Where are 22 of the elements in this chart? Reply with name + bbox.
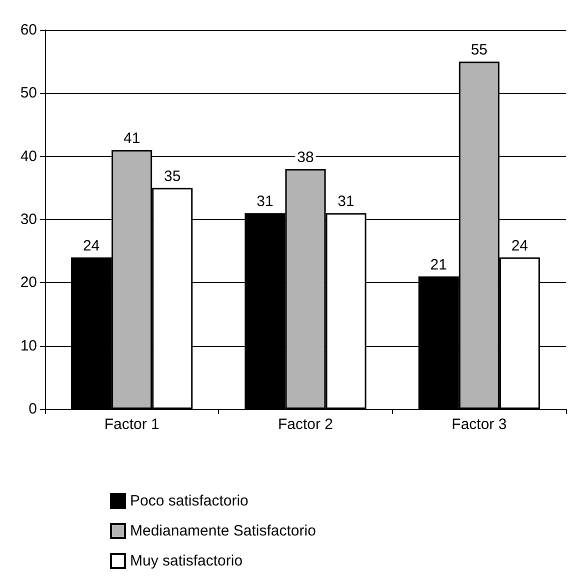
y-tick-label: 50 [20,84,37,102]
y-tick-label: 30 [20,211,37,228]
data-label: 38 [297,148,314,166]
data-label: 24 [82,237,100,254]
y-tick-label: 10 [20,337,37,354]
legend-label: Muy satisfactorio [130,552,243,570]
legend-label: Poco satisfactorio [130,492,248,510]
x-tick-label: Factor 3 [452,416,507,433]
y-tick-label: 60 [20,22,37,38]
data-label: 41 [123,130,140,148]
legend-label: Medianamente Satisfactorio [130,522,316,540]
data-label: 55 [470,42,488,59]
x-tick-label: Factor 1 [104,416,160,433]
data-label: 35 [164,168,181,185]
data-label: 24 [511,237,528,254]
y-tick-label: 40 [20,148,37,165]
y-tick-label: 0 [28,400,37,418]
data-label: 31 [256,193,274,210]
x-tick-label: Factor 2 [278,416,334,433]
data-label: 31 [338,193,354,210]
data-label: 21 [430,256,447,274]
y-tick-label: 20 [20,274,37,292]
